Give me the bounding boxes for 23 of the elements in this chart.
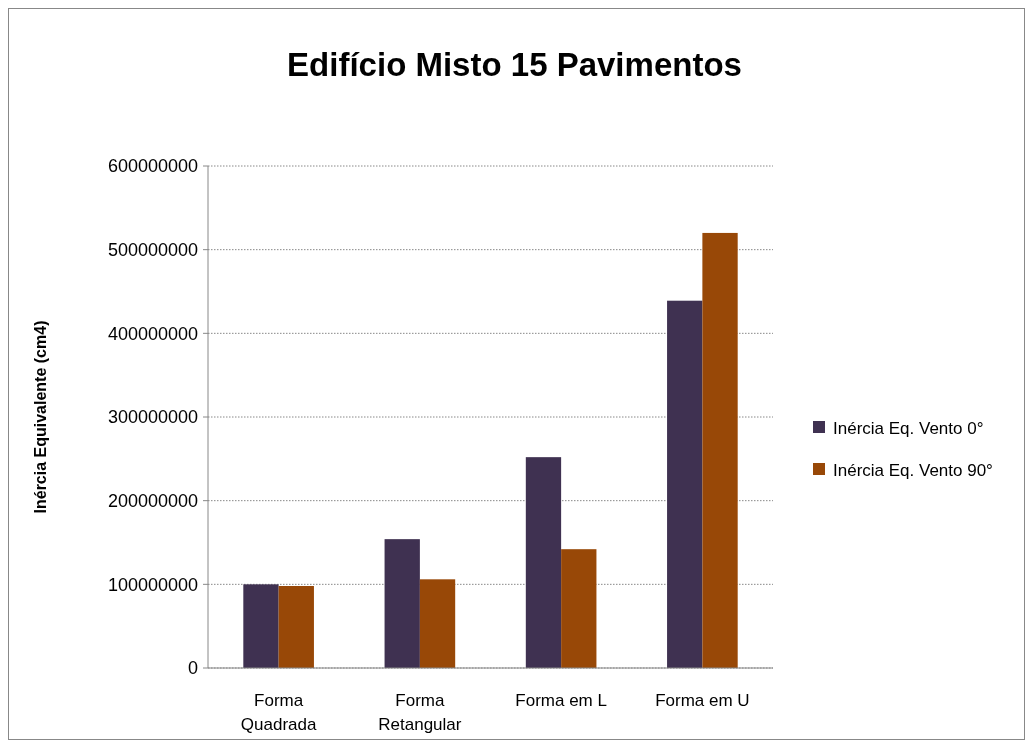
bar bbox=[278, 586, 314, 668]
bar bbox=[525, 457, 562, 668]
legend-label: Inércia Eq. Vento 0° bbox=[833, 418, 984, 438]
x-tick-label: Forma Retangular bbox=[378, 691, 462, 734]
bar bbox=[667, 300, 703, 668]
y-tick-label: 600000000 bbox=[107, 156, 198, 177]
y-tick-label: 300000000 bbox=[107, 407, 198, 428]
y-tick-label: 100000000 bbox=[107, 574, 198, 595]
bar bbox=[561, 549, 597, 668]
x-tick-label: Forma em L bbox=[515, 691, 607, 710]
y-tick-label: 0 bbox=[187, 658, 198, 679]
y-tick-label: 500000000 bbox=[107, 239, 198, 260]
bar bbox=[384, 539, 420, 668]
y-tick-label: 400000000 bbox=[107, 323, 198, 344]
y-tick-label: 200000000 bbox=[107, 490, 198, 511]
x-tick-label: Forma em U bbox=[655, 691, 750, 710]
bar bbox=[243, 584, 279, 668]
bar bbox=[419, 579, 456, 668]
x-tick-label: Forma Quadrada bbox=[240, 691, 317, 734]
bar bbox=[702, 232, 738, 668]
y-axis-title: Inércia Equivalente (cm4) bbox=[32, 320, 49, 514]
legend-label: Inércia Eq. Vento 90° bbox=[833, 460, 993, 480]
chart-title: Edifício Misto 15 Pavimentos bbox=[287, 46, 742, 83]
